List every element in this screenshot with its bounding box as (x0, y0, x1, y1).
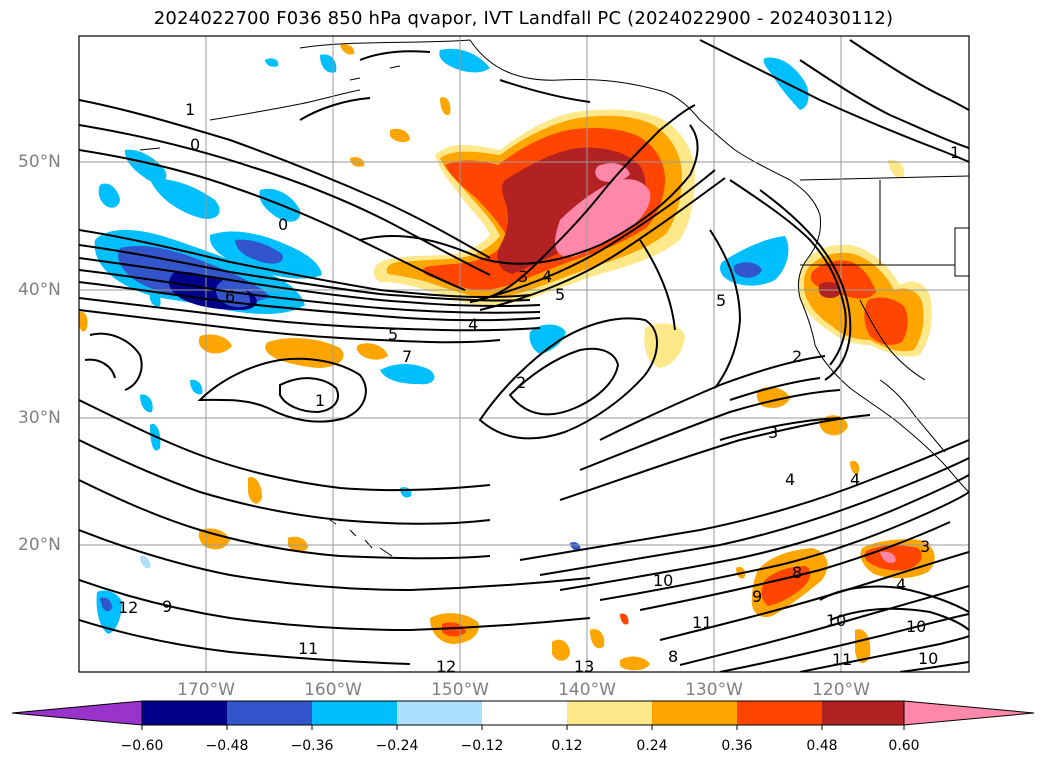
colorbar (11, 700, 1035, 730)
contour-label: 4 (468, 315, 478, 334)
contour-label: 1 (185, 100, 195, 119)
longitude-label: 130°W (685, 680, 743, 700)
contour-label: 8 (668, 647, 678, 666)
longitude-label: 120°W (812, 680, 870, 700)
longitude-label: 170°W (177, 680, 235, 700)
latitude-label: 40°N (18, 280, 61, 300)
contour-label: 2 (792, 347, 802, 366)
colorbar-tick-label: −0.36 (290, 738, 334, 754)
coastlines (139, 39, 969, 557)
colorbar-tick-label: 0.24 (636, 738, 668, 754)
colorbar-segment (227, 701, 312, 725)
longitude-label: 160°W (304, 680, 362, 700)
colorbar-tick-label: 0.36 (721, 738, 753, 754)
contour-label: 10 (918, 649, 938, 668)
plot-frame (78, 35, 970, 673)
colorbar-segment (312, 701, 397, 725)
plot-area (79, 36, 969, 672)
contour-label: 12 (436, 657, 456, 676)
colorbar-segment (397, 701, 482, 725)
contour-label: 0 (190, 135, 200, 154)
contour-label: 4 (850, 470, 860, 489)
colorbar-segment (737, 701, 822, 725)
colorbar-tick-label: −0.48 (205, 738, 249, 754)
contour-label: 0 (278, 215, 288, 234)
contour-label: 10 (826, 611, 846, 630)
colorbar-min-extend (11, 700, 143, 726)
contour-label: 8 (792, 563, 802, 582)
gridlines (79, 36, 969, 672)
contour-label: 3 (768, 423, 778, 442)
map-title: 2024022700 F036 850 hPa qvapor, IVT Land… (153, 8, 894, 29)
contour-label: 4 (896, 575, 906, 594)
contour-label: 11 (832, 650, 852, 669)
contour-label: 11 (692, 613, 712, 632)
colorbar-tick-label: 0.48 (806, 738, 838, 754)
latitude-label: 50°N (18, 152, 61, 172)
colorbar-tick-label: 0.60 (888, 738, 920, 754)
ivt-contours (79, 39, 969, 672)
colorbar-segment (822, 701, 904, 725)
colorbar-segment (142, 701, 227, 725)
contour-label: 10 (906, 617, 926, 636)
contour-label: 11 (298, 639, 318, 658)
contour-label: 7 (402, 347, 412, 366)
contour-label: 4 (785, 470, 795, 489)
longitude-label: 150°W (431, 680, 489, 700)
contour-label: 13 (574, 657, 594, 676)
latitude-label: 20°N (18, 535, 61, 555)
contour-label: 5 (716, 291, 726, 310)
longitude-label: 140°W (558, 680, 616, 700)
colorbar-tick-label: −0.12 (460, 738, 504, 754)
contour-label: 9 (752, 587, 762, 606)
contour-labels: 1 0 0 6 3 4 5 4 5 2 1 7 2 3 4 4 9 10 8 9… (118, 100, 960, 676)
colorbar-segment (567, 701, 652, 725)
contour-label: 6 (225, 287, 235, 306)
colorbar-tick-label: 0.12 (551, 738, 583, 754)
contour-label: 2 (516, 373, 526, 392)
colorbar-tick-label: −0.24 (375, 738, 419, 754)
contour-label: 1 (315, 391, 325, 410)
colorbar-tick-label: −0.60 (120, 738, 164, 754)
contour-label: 1 (950, 143, 960, 162)
contour-label: 12 (118, 598, 138, 617)
contour-label: 3 (920, 537, 930, 556)
colorbar-max-extend (903, 700, 1035, 726)
colorbar-segment (652, 701, 737, 725)
contour-label: 5 (555, 285, 565, 304)
contour-label: 5 (388, 325, 398, 344)
latitude-label: 30°N (18, 408, 61, 428)
colorbar-segment (482, 701, 567, 725)
contour-label: 4 (542, 267, 552, 286)
contour-label: 9 (162, 597, 172, 616)
contour-label: 10 (653, 571, 673, 590)
contour-label: 3 (518, 267, 528, 286)
